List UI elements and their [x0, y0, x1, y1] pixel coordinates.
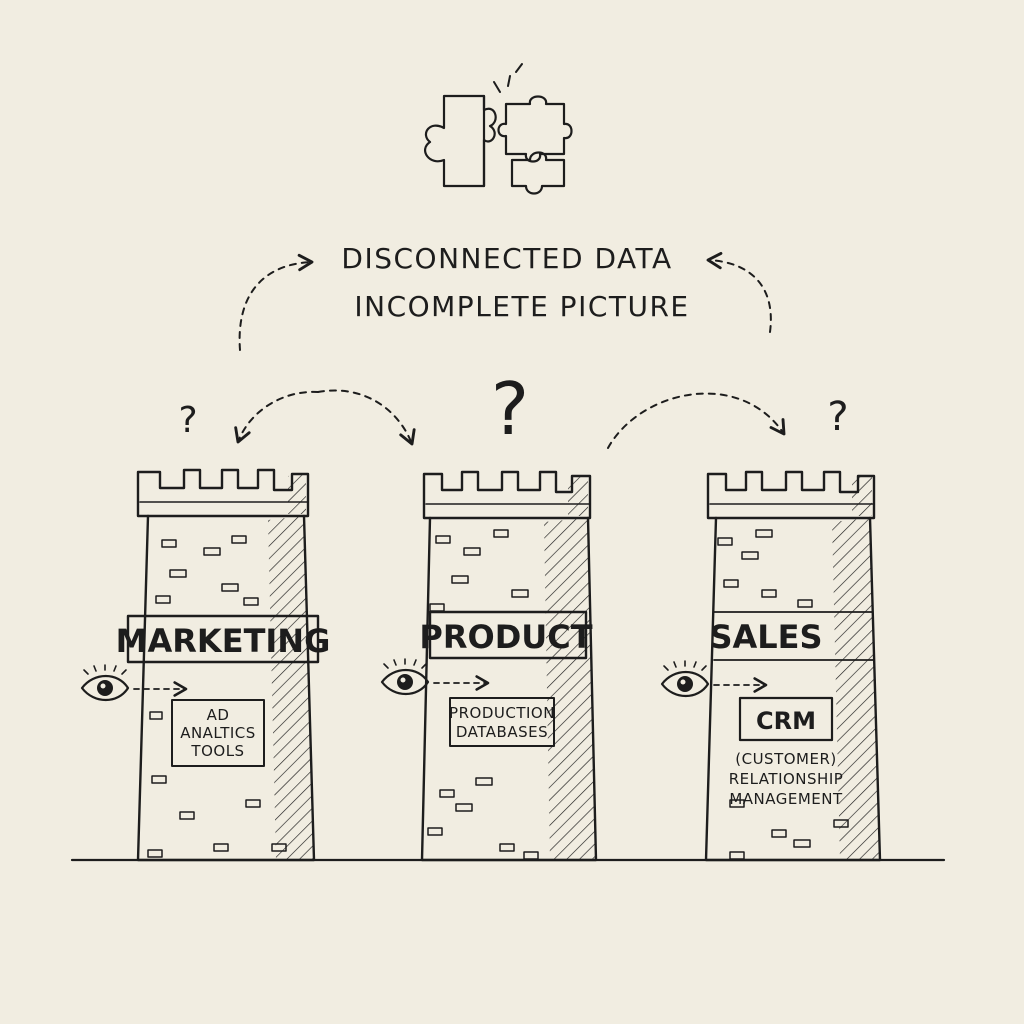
- tower-sales-sub-line-2: RELATIONSHIP: [729, 770, 844, 788]
- tower-sales-box: [738, 696, 834, 742]
- tower-marketing-box: [171, 699, 265, 767]
- tower-product: PRODUCT PRODUCTION DATABASES: [380, 470, 598, 862]
- tower-marketing-label: MARKETING: [116, 622, 331, 660]
- tower-marketing-box-line-2: ANALTICS: [180, 724, 256, 742]
- tower-sales-label: SALES: [709, 618, 822, 656]
- tower-sales-box-title: CRM: [756, 707, 816, 735]
- question-mark-center: ?: [491, 367, 529, 451]
- eye-icon: [80, 664, 130, 702]
- tower-sales-sub-line-3: MANAGEMENT: [729, 790, 843, 808]
- tower-sales-sub-line-1: (CUSTOMER): [735, 750, 837, 768]
- puzzle-icon: [424, 63, 573, 195]
- tower-product-box: [449, 697, 555, 747]
- tower-sales-bricks: [717, 529, 849, 860]
- tower-marketing-box-line-3: TOOLS: [190, 742, 244, 760]
- connection-arrows: [234, 251, 786, 449]
- headline-line-1: DISCONNECTED DATA: [341, 242, 672, 275]
- tower-sales: SALES CRM (CUSTOMER) RELATIONSHIP MANAGE…: [660, 470, 882, 862]
- arrow-to-marketing: [234, 390, 319, 444]
- tower-product-bricks: [427, 529, 539, 860]
- tower-product-label: PRODUCT: [419, 618, 592, 656]
- tower-product-banner: [428, 610, 588, 660]
- arrow-to-headline-left: [238, 253, 314, 351]
- tower-marketing: MARKETING AD ANALTICS TOOLS: [80, 468, 331, 862]
- eye-icon: [380, 658, 430, 696]
- tower-product-box-line-1: PRODUCTION: [449, 704, 555, 722]
- arrow-to-product: [317, 389, 416, 446]
- question-mark-right: ?: [827, 394, 848, 440]
- tower-product-box-line-2: DATABASES: [456, 723, 548, 741]
- arrow-to-headline-right: [706, 251, 772, 333]
- eye-icon: [660, 660, 710, 698]
- tower-marketing-box-line-1: AD: [207, 706, 230, 724]
- arrow-to-sales: [607, 392, 786, 449]
- headline-line-2: INCOMPLETE PICTURE: [354, 290, 689, 323]
- tower-marketing-banner: [126, 614, 320, 664]
- question-mark-left: ?: [178, 400, 197, 441]
- tower-marketing-bricks: [147, 535, 287, 858]
